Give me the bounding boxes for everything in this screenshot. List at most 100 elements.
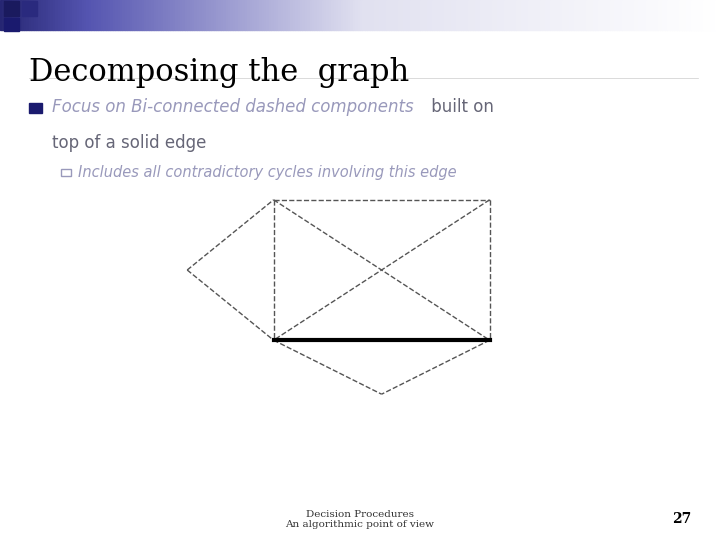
Bar <box>382 0 384 30</box>
Bar <box>77 0 79 30</box>
Bar <box>27 0 29 30</box>
Bar <box>583 0 585 30</box>
Bar <box>149 0 151 30</box>
Bar <box>355 0 358 30</box>
Bar <box>617 0 619 30</box>
Text: 27: 27 <box>672 512 691 526</box>
Bar <box>677 0 679 30</box>
Bar <box>394 0 396 30</box>
Bar <box>338 0 341 30</box>
Bar <box>643 0 646 30</box>
Bar <box>593 0 595 30</box>
Bar <box>619 0 621 30</box>
Bar <box>168 0 171 30</box>
Bar <box>279 0 281 30</box>
Bar <box>391 0 394 30</box>
Bar <box>603 0 605 30</box>
Bar <box>22 2 37 16</box>
Bar <box>156 0 158 30</box>
Bar <box>372 0 374 30</box>
Bar <box>50 0 53 30</box>
Bar <box>451 0 454 30</box>
Bar <box>468 0 470 30</box>
Bar <box>528 0 531 30</box>
Bar <box>117 0 120 30</box>
Bar <box>693 0 696 30</box>
Bar <box>45 0 48 30</box>
Bar <box>185 0 187 30</box>
Bar <box>281 0 283 30</box>
Bar <box>187 0 189 30</box>
Bar <box>9 0 12 30</box>
Bar <box>101 0 103 30</box>
Bar <box>487 0 490 30</box>
Bar <box>218 0 221 30</box>
Bar <box>456 0 459 30</box>
Bar <box>403 0 405 30</box>
Bar <box>319 0 322 30</box>
Bar <box>533 0 535 30</box>
Bar <box>22 0 24 30</box>
Bar <box>322 0 324 30</box>
Bar <box>660 0 662 30</box>
Bar <box>261 0 264 30</box>
Bar <box>305 0 307 30</box>
Bar <box>99 0 101 30</box>
Bar <box>353 0 355 30</box>
Bar <box>161 0 163 30</box>
Bar <box>343 0 346 30</box>
Bar <box>360 0 362 30</box>
Bar <box>125 0 127 30</box>
Bar <box>562 0 564 30</box>
Bar <box>598 0 600 30</box>
Bar <box>427 0 430 30</box>
Bar <box>523 0 526 30</box>
Bar <box>641 0 643 30</box>
Bar <box>569 0 571 30</box>
Bar <box>545 0 547 30</box>
Bar <box>257 0 259 30</box>
Bar <box>94 0 96 30</box>
Bar <box>470 0 473 30</box>
Bar <box>135 0 137 30</box>
Bar <box>480 0 482 30</box>
Bar <box>259 0 261 30</box>
Bar <box>151 0 153 30</box>
Bar <box>310 0 312 30</box>
Bar <box>708 0 711 30</box>
Bar <box>516 0 518 30</box>
Bar <box>34 0 36 30</box>
Bar <box>192 0 194 30</box>
Bar <box>7 0 9 30</box>
Bar <box>396 0 398 30</box>
Bar <box>24 0 27 30</box>
Bar <box>207 0 209 30</box>
Bar <box>670 0 672 30</box>
Bar <box>531 0 533 30</box>
Bar <box>166 0 168 30</box>
Bar <box>441 0 444 30</box>
Bar <box>648 0 650 30</box>
Bar <box>4 2 19 16</box>
Bar <box>684 0 686 30</box>
Bar <box>326 0 329 30</box>
Bar <box>384 0 387 30</box>
Bar <box>204 0 207 30</box>
Bar <box>605 0 607 30</box>
Bar <box>60 0 63 30</box>
Bar <box>410 0 413 30</box>
Bar <box>103 0 106 30</box>
Bar <box>2 0 5 30</box>
Bar <box>158 0 161 30</box>
Bar <box>55 0 58 30</box>
Bar <box>398 0 401 30</box>
Bar <box>502 0 504 30</box>
Bar <box>389 0 391 30</box>
Bar <box>506 0 509 30</box>
Bar <box>269 0 271 30</box>
Bar <box>497 0 499 30</box>
Bar <box>387 0 389 30</box>
Bar <box>110 0 113 30</box>
Bar <box>549 0 552 30</box>
Bar <box>542 0 545 30</box>
